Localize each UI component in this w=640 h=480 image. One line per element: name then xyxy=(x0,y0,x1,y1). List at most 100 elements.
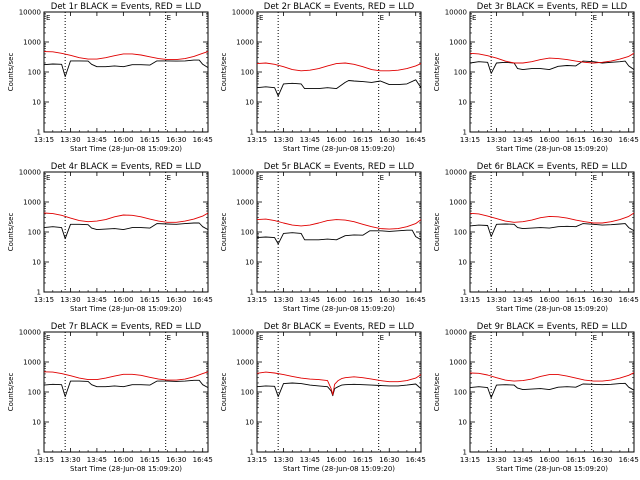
panel-title: Det 9r BLACK = Events, RED = LLD xyxy=(477,322,628,332)
corner-marker-right: E xyxy=(167,14,171,22)
x-tick-label: 13:30 xyxy=(486,136,506,144)
corner-marker-left: E xyxy=(259,14,263,22)
x-tick-label: 13:45 xyxy=(300,136,320,144)
y-tick-label: 1000 xyxy=(449,199,467,207)
y-tick-label: 1 xyxy=(37,449,41,457)
y-tick-label: 10000 xyxy=(19,329,41,337)
x-tick-label: 16:00 xyxy=(539,136,559,144)
x-axis-label: Start Time (28-Jun-08 15:09:20) xyxy=(283,305,395,313)
corner-marker-left: E xyxy=(472,334,476,342)
y-axis-label: Counts/sec xyxy=(433,53,441,92)
x-tick-label: 13:15 xyxy=(34,456,54,464)
x-tick-label: 13:15 xyxy=(247,296,267,304)
series-lld-line xyxy=(256,218,422,230)
y-tick-label: 1000 xyxy=(23,199,41,207)
x-tick-label: 16:30 xyxy=(166,136,186,144)
x-axis-label: Start Time (28-Jun-08 15:09:20) xyxy=(283,145,395,153)
x-tick-label: 16:15 xyxy=(140,136,160,144)
y-tick-label: 100 xyxy=(454,229,467,237)
x-tick-label: 13:30 xyxy=(273,456,293,464)
x-tick-label: 13:15 xyxy=(247,136,267,144)
y-axis-label: Counts/sec xyxy=(7,53,15,92)
panel-title: Det 1r BLACK = Events, RED = LLD xyxy=(51,2,202,12)
x-tick-label: 16:15 xyxy=(140,456,160,464)
corner-marker-left: E xyxy=(46,174,50,182)
series-lld-line xyxy=(469,372,635,382)
y-tick-label: 10000 xyxy=(19,9,41,17)
corner-marker-left: E xyxy=(46,334,50,342)
panel-det-7: Det 7r BLACK = Events, RED = LLD 1 10 100 10… xyxy=(7,322,213,473)
x-tick-label: 16:30 xyxy=(166,296,186,304)
y-tick-label: 10 xyxy=(245,419,254,427)
panel-title: Det 5r BLACK = Events, RED = LLD xyxy=(264,162,415,172)
x-tick-label: 16:45 xyxy=(619,296,639,304)
y-tick-label: 1 xyxy=(250,449,254,457)
x-tick-label: 16:15 xyxy=(353,136,373,144)
panel-det-1: Det 1r BLACK = Events, RED = LLD 1 10 100 10… xyxy=(7,2,213,153)
y-tick-label: 10 xyxy=(32,259,41,267)
x-tick-label: 13:30 xyxy=(486,456,506,464)
series-events-line xyxy=(469,382,635,399)
y-axis-label: Counts/sec xyxy=(220,53,228,92)
y-tick-label: 1 xyxy=(463,449,467,457)
x-tick-label: 16:45 xyxy=(193,456,213,464)
y-tick-label: 10 xyxy=(458,99,467,107)
series-lld-line xyxy=(43,51,209,61)
series-events-line xyxy=(256,229,422,245)
x-tick-label: 16:00 xyxy=(113,456,133,464)
x-axis-label: Start Time (28-Jun-08 15:09:20) xyxy=(496,465,608,473)
x-tick-label: 16:00 xyxy=(326,456,346,464)
x-tick-label: 13:15 xyxy=(460,136,480,144)
panel-title: Det 8r BLACK = Events, RED = LLD xyxy=(264,322,415,332)
x-tick-label: 16:45 xyxy=(406,456,426,464)
plot-frame xyxy=(256,11,422,133)
x-tick-label: 16:15 xyxy=(140,296,160,304)
x-axis-label: Start Time (28-Jun-08 15:09:20) xyxy=(70,465,182,473)
series-events-line xyxy=(469,60,635,74)
y-tick-label: 10000 xyxy=(19,169,41,177)
panel-title: Det 3r BLACK = Events, RED = LLD xyxy=(477,2,628,12)
x-tick-label: 16:00 xyxy=(326,136,346,144)
y-tick-label: 10 xyxy=(32,99,41,107)
series-events-line xyxy=(256,382,422,398)
x-tick-label: 16:45 xyxy=(193,296,213,304)
y-tick-label: 1 xyxy=(463,129,467,137)
corner-marker-right: E xyxy=(380,174,384,182)
y-tick-label: 100 xyxy=(241,389,254,397)
y-axis-label: Counts/sec xyxy=(433,213,441,252)
x-tick-label: 13:45 xyxy=(513,136,533,144)
x-tick-label: 16:30 xyxy=(592,136,612,144)
panel-title: Det 6r BLACK = Events, RED = LLD xyxy=(477,162,628,172)
x-tick-label: 16:45 xyxy=(193,136,213,144)
plot-frame xyxy=(256,331,422,453)
plot-frame xyxy=(469,11,635,133)
x-tick-label: 13:30 xyxy=(273,296,293,304)
y-tick-label: 10 xyxy=(458,419,467,427)
corner-marker-left: E xyxy=(259,174,263,182)
y-tick-label: 10000 xyxy=(445,169,467,177)
y-tick-label: 1 xyxy=(250,289,254,297)
y-tick-label: 10000 xyxy=(445,329,467,337)
panel-det-4: Det 4r BLACK = Events, RED = LLD 1 10 100 10… xyxy=(7,162,213,313)
x-axis-label: Start Time (28-Jun-08 15:09:20) xyxy=(70,145,182,153)
y-tick-label: 1000 xyxy=(449,359,467,367)
y-tick-label: 1000 xyxy=(449,39,467,47)
x-tick-label: 16:45 xyxy=(619,136,639,144)
y-tick-label: 10 xyxy=(458,259,467,267)
x-tick-label: 16:15 xyxy=(566,456,586,464)
x-tick-label: 16:15 xyxy=(353,296,373,304)
y-tick-label: 10000 xyxy=(232,169,254,177)
x-tick-label: 16:45 xyxy=(406,136,426,144)
y-tick-label: 10 xyxy=(32,419,41,427)
y-tick-label: 1000 xyxy=(23,39,41,47)
y-axis-label: Counts/sec xyxy=(220,213,228,252)
x-tick-label: 13:45 xyxy=(300,456,320,464)
series-events-line xyxy=(43,222,209,240)
x-tick-label: 13:15 xyxy=(247,456,267,464)
y-tick-label: 1000 xyxy=(236,199,254,207)
y-tick-label: 1 xyxy=(37,289,41,297)
x-tick-label: 16:00 xyxy=(326,296,346,304)
y-tick-label: 1 xyxy=(463,289,467,297)
x-tick-label: 13:45 xyxy=(513,296,533,304)
